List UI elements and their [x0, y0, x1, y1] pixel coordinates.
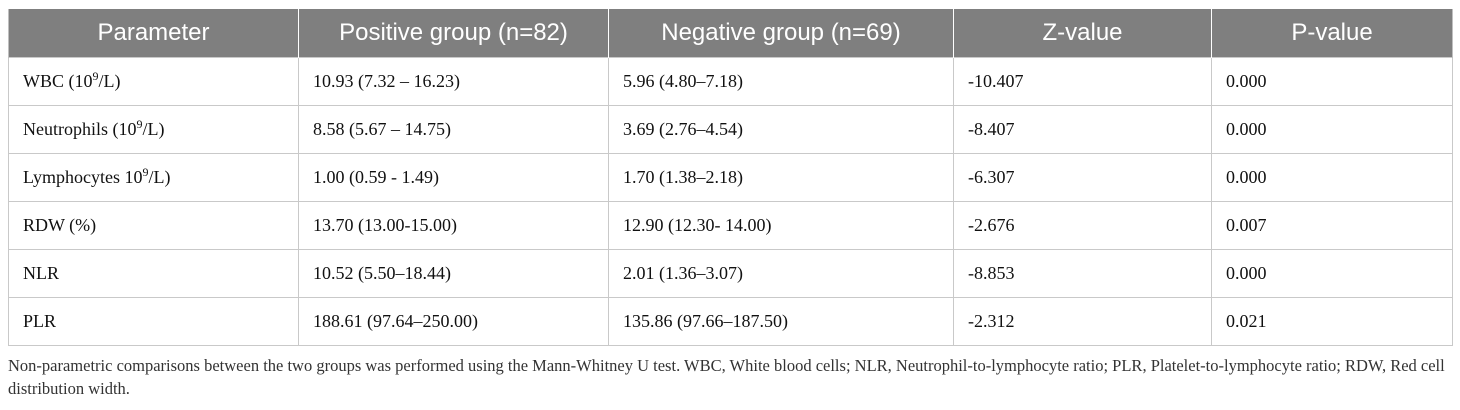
header-negative-group: Negative group (n=69): [608, 9, 954, 58]
cell-parameter: WBC (109/L): [8, 57, 299, 106]
cell-p-value: 0.021: [1211, 297, 1453, 346]
cell-positive: 10.93 (7.32 – 16.23): [298, 57, 609, 106]
cell-parameter: RDW (%): [8, 201, 299, 250]
cell-negative: 2.01 (1.36–3.07): [608, 249, 954, 298]
results-table-container: Parameter Positive group (n=82) Negative…: [8, 9, 1453, 346]
table-row: NLR 10.52 (5.50–18.44) 2.01 (1.36–3.07) …: [8, 249, 1453, 298]
cell-negative: 12.90 (12.30- 14.00): [608, 201, 954, 250]
table-header: Parameter Positive group (n=82) Negative…: [8, 9, 1453, 58]
cell-p-value: 0.000: [1211, 153, 1453, 202]
cell-z-value: -8.407: [953, 105, 1212, 154]
cell-positive: 13.70 (13.00-15.00): [298, 201, 609, 250]
results-table: Parameter Positive group (n=82) Negative…: [8, 9, 1453, 346]
table-row: RDW (%) 13.70 (13.00-15.00) 12.90 (12.30…: [8, 201, 1453, 250]
cell-negative: 5.96 (4.80–7.18): [608, 57, 954, 106]
cell-z-value: -2.312: [953, 297, 1212, 346]
table-row: Lymphocytes 109/L) 1.00 (0.59 - 1.49) 1.…: [8, 153, 1453, 202]
header-z-value: Z-value: [953, 9, 1212, 58]
table-body: WBC (109/L) 10.93 (7.32 – 16.23) 5.96 (4…: [8, 57, 1453, 346]
header-p-value: P-value: [1211, 9, 1453, 58]
table-row: WBC (109/L) 10.93 (7.32 – 16.23) 5.96 (4…: [8, 57, 1453, 106]
cell-negative: 1.70 (1.38–2.18): [608, 153, 954, 202]
table-row: PLR 188.61 (97.64–250.00) 135.86 (97.66–…: [8, 297, 1453, 346]
cell-negative: 3.69 (2.76–4.54): [608, 105, 954, 154]
table-footnote: Non-parametric comparisons between the t…: [8, 356, 1445, 398]
cell-z-value: -2.676: [953, 201, 1212, 250]
cell-parameter: PLR: [8, 297, 299, 346]
header-row: Parameter Positive group (n=82) Negative…: [8, 9, 1453, 58]
cell-positive: 1.00 (0.59 - 1.49): [298, 153, 609, 202]
cell-p-value: 0.000: [1211, 57, 1453, 106]
cell-p-value: 0.000: [1211, 105, 1453, 154]
table-row: Neutrophils (109/L) 8.58 (5.67 – 14.75) …: [8, 105, 1453, 154]
cell-z-value: -8.853: [953, 249, 1212, 298]
cell-parameter: NLR: [8, 249, 299, 298]
cell-positive: 8.58 (5.67 – 14.75): [298, 105, 609, 154]
header-positive-group: Positive group (n=82): [298, 9, 609, 58]
cell-z-value: -6.307: [953, 153, 1212, 202]
cell-negative: 135.86 (97.66–187.50): [608, 297, 954, 346]
cell-positive: 10.52 (5.50–18.44): [298, 249, 609, 298]
cell-positive: 188.61 (97.64–250.00): [298, 297, 609, 346]
cell-parameter: Neutrophils (109/L): [8, 105, 299, 154]
header-parameter: Parameter: [8, 9, 299, 58]
cell-p-value: 0.007: [1211, 201, 1453, 250]
cell-z-value: -10.407: [953, 57, 1212, 106]
cell-parameter: Lymphocytes 109/L): [8, 153, 299, 202]
cell-p-value: 0.000: [1211, 249, 1453, 298]
